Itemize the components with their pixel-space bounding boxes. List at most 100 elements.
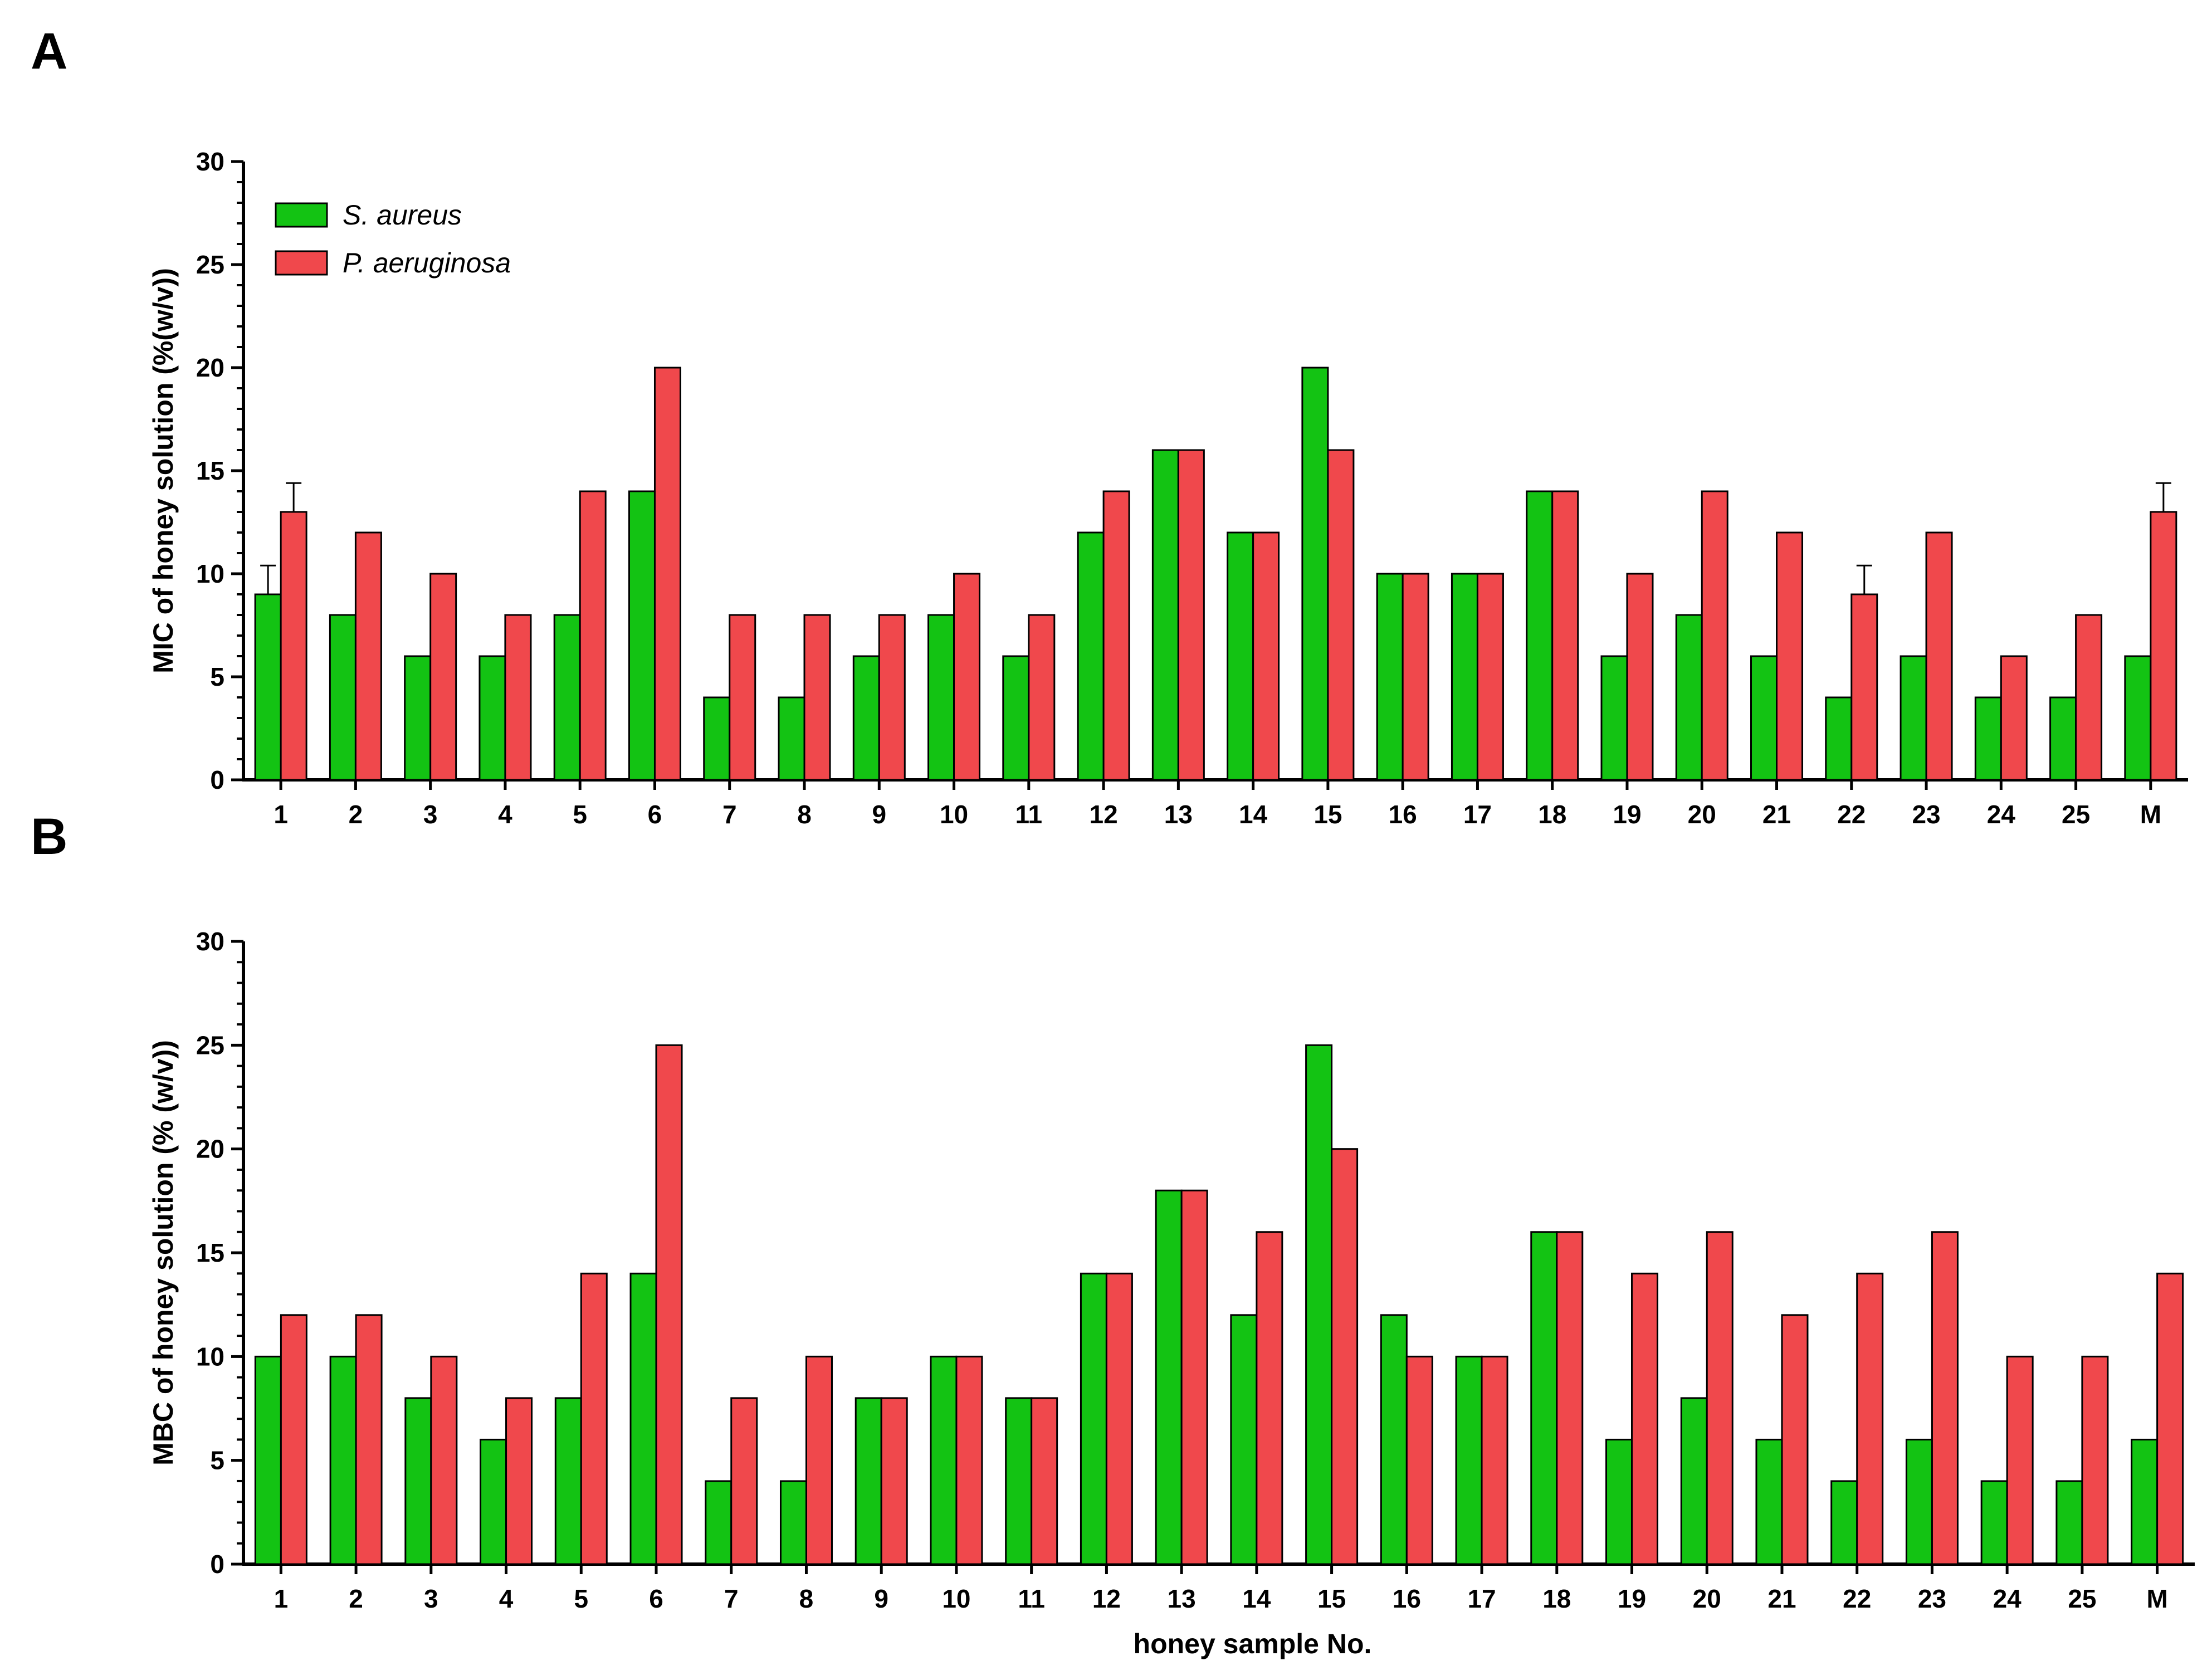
y-axis-title: MBC of honey solution (% (w/v)) [148, 1040, 179, 1466]
bar-p-aeruginosa [429, 573, 457, 781]
bar-p-aeruginosa [2081, 1355, 2109, 1565]
x-tick-label: 2 [349, 1584, 363, 1613]
bar-p-aeruginosa [1031, 1397, 1058, 1565]
bar-p-aeruginosa [505, 1397, 533, 1565]
x-tick-label: 3 [423, 800, 438, 829]
x-tick-label: 10 [940, 800, 968, 829]
bar-p-aeruginosa [803, 614, 831, 781]
x-tick-label: 6 [648, 800, 662, 829]
x-tick-label: 23 [1912, 800, 1940, 829]
y-tick-label: 0 [210, 765, 224, 794]
bar-s-aureus [1227, 531, 1254, 781]
x-tick-label: 5 [573, 800, 587, 829]
bar-p-aeruginosa [2150, 511, 2177, 781]
bar-p-aeruginosa [580, 1272, 608, 1565]
bar-p-aeruginosa [1925, 531, 1953, 781]
y-axis-title: MIC of honey solution (%(w/v)) [148, 268, 179, 673]
bar-s-aureus [854, 1397, 882, 1565]
x-tick-label: 18 [1542, 1584, 1571, 1613]
bar-p-aeruginosa [1481, 1355, 1508, 1565]
bar-s-aureus [254, 593, 282, 781]
y-tick-label: 15 [196, 1238, 224, 1267]
x-tick-label: 10 [942, 1584, 970, 1613]
bar-s-aureus [1605, 1438, 1633, 1565]
bar-s-aureus [1151, 449, 1179, 781]
y-tick-label: 25 [196, 1031, 224, 1059]
bar-s-aureus [329, 1355, 357, 1565]
bar-s-aureus [1080, 1272, 1107, 1565]
bar-s-aureus [927, 614, 955, 781]
y-tick-label: 25 [196, 250, 224, 279]
bar-p-aeruginosa [953, 573, 981, 781]
bar-s-aureus [1077, 531, 1105, 781]
x-tick-label: 14 [1239, 800, 1268, 829]
x-tick-label: 24 [1987, 800, 2016, 829]
bar-s-aureus [1301, 367, 1329, 781]
x-tick-label: 25 [2068, 1584, 2096, 1613]
bar-s-aureus [1526, 490, 1554, 781]
x-tick-label: M [2140, 800, 2161, 829]
x-tick-label: 23 [1918, 1584, 1946, 1613]
bar-p-aeruginosa [730, 1397, 758, 1565]
x-tick-label: 7 [724, 1584, 739, 1613]
bar-s-aureus [1230, 1314, 1258, 1565]
y-tick-label: 20 [196, 353, 224, 382]
bar-p-aeruginosa [955, 1355, 983, 1565]
x-tick-label: 21 [1767, 1584, 1796, 1613]
bar-p-aeruginosa [2156, 1272, 2184, 1565]
y-tick-label: 10 [196, 559, 224, 588]
x-tick-label: 2 [349, 800, 363, 829]
bar-p-aeruginosa [354, 531, 382, 781]
x-tick-label: 19 [1618, 1584, 1646, 1613]
bar-p-aeruginosa [1931, 1231, 1959, 1565]
x-tick-label: 11 [1015, 800, 1043, 829]
x-tick-label: 12 [1092, 1584, 1121, 1613]
x-tick-label: 25 [2062, 800, 2090, 829]
bar-s-aureus [329, 614, 357, 781]
bar-s-aureus [1974, 696, 2002, 781]
bar-p-aeruginosa [880, 1397, 908, 1565]
x-tick-label: 24 [1993, 1584, 2022, 1613]
bar-s-aureus [1680, 1397, 1708, 1565]
bar-s-aureus [553, 614, 581, 781]
x-tick-label: M [2146, 1584, 2167, 1613]
bar-p-aeruginosa [355, 1314, 383, 1565]
bar-p-aeruginosa [2000, 655, 2028, 781]
bar-s-aureus [1005, 1397, 1033, 1565]
bar-p-aeruginosa [1551, 490, 1579, 781]
y-tick-label: 15 [196, 456, 224, 485]
bar-p-aeruginosa [1850, 593, 1878, 781]
legend-swatch-s-aureus [275, 202, 328, 228]
bar-p-aeruginosa [2075, 614, 2103, 781]
bar-s-aureus [1376, 573, 1404, 781]
bar-p-aeruginosa [1856, 1272, 1884, 1565]
x-tick-label: 21 [1762, 800, 1791, 829]
bar-p-aeruginosa [1102, 490, 1130, 781]
y-tick-label: 30 [196, 927, 224, 956]
bar-p-aeruginosa [805, 1355, 833, 1565]
x-tick-label: 9 [872, 800, 886, 829]
x-tick-label: 12 [1090, 800, 1118, 829]
y-tick-label: 0 [210, 1550, 224, 1579]
bar-p-aeruginosa [1177, 449, 1205, 781]
bar-s-aureus [554, 1397, 582, 1565]
panel-letter-b: B [31, 808, 68, 865]
bar-s-aureus [1980, 1480, 2008, 1565]
bar-p-aeruginosa [1701, 490, 1728, 781]
bar-p-aeruginosa [280, 1314, 307, 1565]
bar-s-aureus [2131, 1438, 2159, 1565]
bar-s-aureus [930, 1355, 958, 1565]
y-tick-label: 10 [196, 1342, 224, 1371]
bar-p-aeruginosa [878, 614, 906, 781]
x-tick-label: 22 [1837, 800, 1866, 829]
bar-s-aureus [1900, 655, 1927, 781]
bar-s-aureus [2055, 1480, 2083, 1565]
bar-s-aureus [1155, 1189, 1183, 1565]
x-tick-label: 7 [722, 800, 737, 829]
bar-p-aeruginosa [1556, 1231, 1584, 1565]
bar-s-aureus [1002, 655, 1030, 781]
x-tick-label: 20 [1688, 800, 1716, 829]
x-tick-label: 22 [1843, 1584, 1871, 1613]
bar-p-aeruginosa [653, 367, 681, 781]
